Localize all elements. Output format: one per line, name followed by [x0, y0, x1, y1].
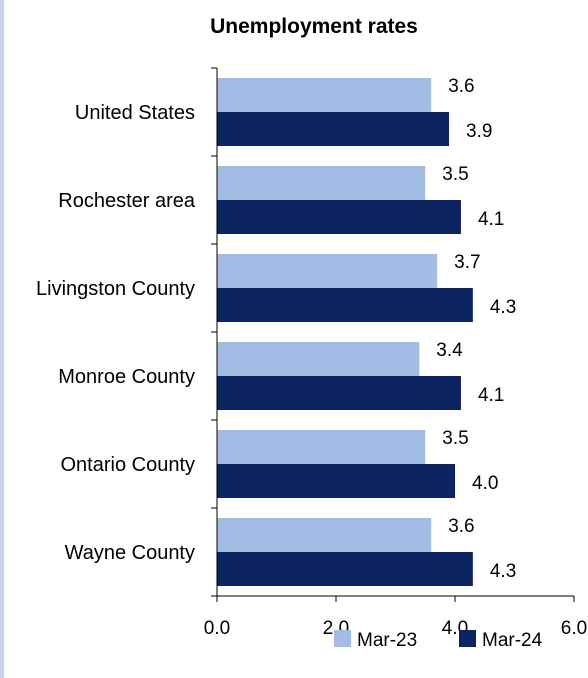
data-label: 3.6: [448, 516, 474, 537]
legend-label: Mar-23: [357, 630, 417, 651]
data-label: 4.3: [490, 297, 516, 318]
bar-mar-23: [217, 342, 420, 376]
bars-group: United States 3.6 3.9 Rochester area 3.5 4.1 L…: [36, 76, 516, 586]
legend-label: Mar-24: [482, 630, 543, 651]
data-label: 3.9: [466, 121, 492, 142]
bar-mar-24: [217, 200, 461, 234]
x-axis: 0.0 2.0 4.0 6.0: [204, 67, 587, 639]
bar-mar-23: [217, 430, 426, 464]
bar-mar-24: [217, 464, 455, 498]
category-label: Monroe County: [58, 366, 195, 388]
data-label: 4.3: [490, 561, 516, 582]
category-label: Ontario County: [60, 454, 195, 476]
bar-mar-23: [217, 166, 426, 200]
legend-swatch: [334, 630, 351, 647]
category-label: United States: [75, 102, 195, 124]
chart-title: Unemployment rates: [210, 15, 418, 38]
bar-mar-23: [217, 254, 438, 288]
bar-mar-24: [217, 552, 473, 586]
data-label: 3.7: [454, 252, 480, 273]
unemployment-bar-chart: Unemployment rates United States 3.6 3.9 Ro…: [36, 15, 587, 651]
legend-swatch: [459, 630, 476, 647]
bar-mar-23: [217, 518, 432, 552]
data-label: 3.6: [448, 76, 474, 97]
x-tick-label: 0.0: [204, 618, 230, 639]
data-label: 3.5: [442, 164, 468, 185]
bar-mar-24: [217, 112, 450, 146]
x-tick-label: 6.0: [561, 618, 587, 639]
data-label: 4.0: [472, 473, 498, 494]
bar-mar-24: [217, 376, 461, 410]
data-label: 3.4: [436, 340, 463, 361]
data-label: 3.5: [442, 428, 468, 449]
bar-mar-24: [217, 288, 473, 322]
data-label: 4.1: [478, 385, 504, 406]
bar-mar-23: [217, 78, 432, 112]
category-label: Rochester area: [58, 190, 196, 212]
data-label: 4.1: [478, 209, 504, 230]
category-label: Livingston County: [36, 278, 195, 300]
legend: Mar-23 Mar-24: [334, 630, 543, 651]
category-label: Wayne County: [65, 542, 195, 564]
